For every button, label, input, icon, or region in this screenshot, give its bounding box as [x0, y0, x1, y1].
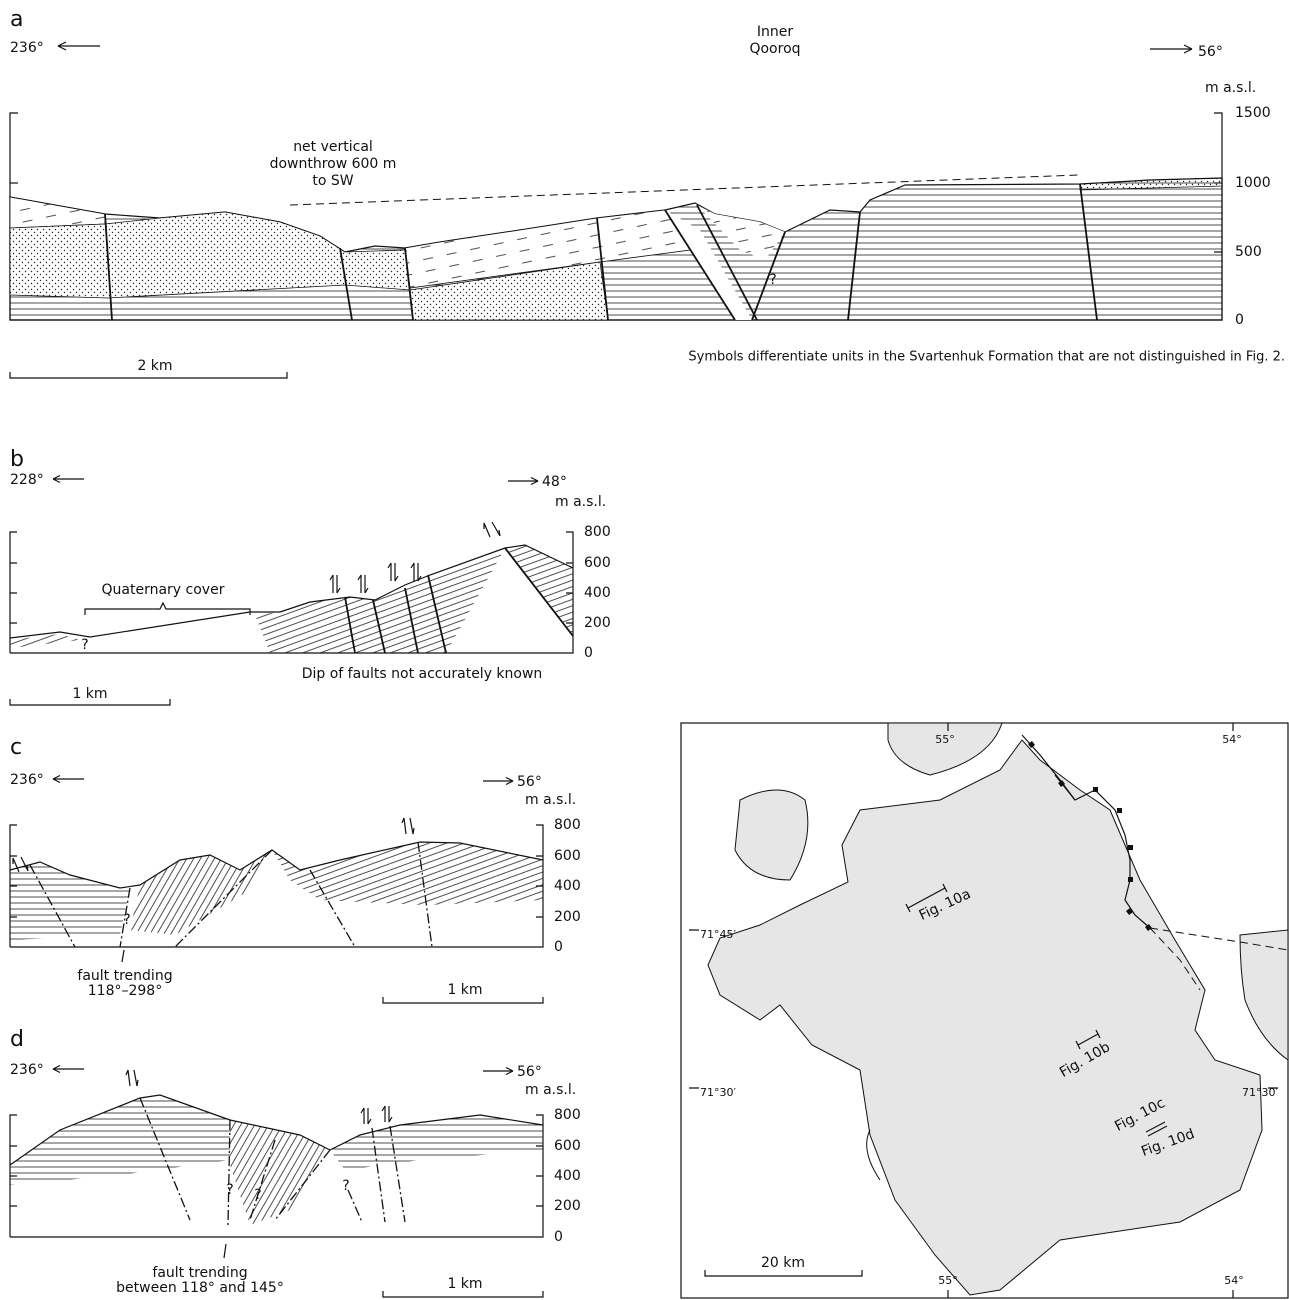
tick-label: 0: [554, 939, 563, 955]
azimuth: 236°: [10, 772, 44, 788]
tick-label: 200: [554, 909, 581, 925]
bedding: [10, 862, 130, 940]
tick-label: 500: [1235, 244, 1262, 260]
azimuth: 56°: [517, 774, 542, 790]
panel-b: b 228° 48° m a.s.l. 800 600 400 200 0 Qu…: [10, 447, 611, 705]
longitude-label: 55°: [938, 1274, 958, 1287]
note: Symbols differentiate units in the Svart…: [688, 350, 1285, 365]
latitude-label: 71°30′: [1242, 1086, 1278, 1099]
query: ?: [769, 272, 776, 288]
axis-title: m a.s.l.: [1205, 80, 1256, 96]
note: Dip of faults not accurately known: [302, 666, 543, 682]
tick-label: 200: [554, 1198, 581, 1214]
longitude-label: 54°: [1222, 733, 1242, 746]
scale-label: 2 km: [137, 358, 172, 374]
annotation: fault trending: [77, 968, 172, 984]
tick-label: 1500: [1235, 105, 1271, 121]
tick-label: 600: [584, 555, 611, 571]
azimuth: 48°: [542, 474, 567, 490]
tick-label: 800: [554, 817, 581, 833]
map: 55° 54° 55° 54° 71°45′ 71°30′ 71°30′ Fig…: [681, 723, 1288, 1298]
axis-title: m a.s.l.: [555, 494, 606, 510]
place-label: Inner: [757, 24, 793, 40]
panel-label: b: [10, 447, 24, 472]
azimuth: 56°: [1198, 44, 1223, 60]
leader: [122, 950, 124, 962]
longitude-label: 54°: [1224, 1274, 1244, 1287]
brace: [85, 603, 250, 615]
tick-label: 400: [554, 878, 581, 894]
query: ?: [254, 1187, 261, 1203]
annotation: Quaternary cover: [102, 582, 225, 598]
leader: [224, 1244, 226, 1258]
scale-label: 1 km: [72, 686, 107, 702]
tick-label: 800: [584, 524, 611, 540]
scale-label: 20 km: [761, 1255, 805, 1271]
tick-label: 600: [554, 1138, 581, 1154]
figure: a 236° Inner Qooroq 56° m a.s.l. 1500 10…: [0, 0, 1289, 1300]
axis-title: m a.s.l.: [525, 1082, 576, 1098]
azimuth: 56°: [517, 1064, 542, 1080]
axis-title: m a.s.l.: [525, 792, 576, 808]
tick-label: 0: [1235, 312, 1244, 328]
tick-label: 200: [584, 615, 611, 631]
azimuth: 236°: [10, 1062, 44, 1078]
latitude-label: 71°30′: [700, 1086, 736, 1099]
tick-label: 400: [584, 585, 611, 601]
panel-c: c 236° 56° m a.s.l. 800 600 400 200 0 ? …: [10, 735, 581, 1003]
tick-label: 600: [554, 848, 581, 864]
azimuth: 236°: [10, 40, 44, 56]
annotation: downthrow 600 m: [270, 156, 397, 172]
unit: [10, 197, 105, 228]
query: ?: [81, 637, 88, 653]
query: ?: [226, 1182, 233, 1198]
fault: [348, 1190, 362, 1222]
scale-label: 1 km: [447, 1276, 482, 1292]
annotation: 118°–298°: [88, 983, 162, 999]
tick-label: 0: [584, 645, 593, 661]
tick-label: 0: [554, 1229, 563, 1245]
tick-label: 1000: [1235, 175, 1271, 191]
bedding: [330, 1115, 543, 1170]
azimuth: 228°: [10, 472, 44, 488]
bedding: [230, 1120, 330, 1225]
surface: [10, 612, 280, 638]
scale-label: 1 km: [447, 982, 482, 998]
tick-label: 400: [554, 1168, 581, 1184]
bedding: [10, 634, 80, 648]
longitude-label: 55°: [935, 733, 955, 746]
annotation: to SW: [312, 173, 353, 189]
panel-label: c: [10, 735, 22, 760]
panel-d: d 236° 56° m a.s.l. 800 600 400 200 0 ? …: [10, 1027, 581, 1297]
latitude-label: 71°45′: [700, 928, 736, 941]
query: ?: [342, 1178, 349, 1194]
annotation: net vertical: [293, 139, 373, 155]
query: ?: [123, 912, 130, 928]
tick-label: 800: [554, 1107, 581, 1123]
annotation: between 118° and 145°: [116, 1280, 284, 1296]
panel-label: a: [10, 7, 23, 32]
place-label: Qooroq: [749, 41, 800, 57]
panel-label: d: [10, 1027, 24, 1052]
annotation: fault trending: [152, 1265, 247, 1281]
panel-a: a 236° Inner Qooroq 56° m a.s.l. 1500 10…: [10, 7, 1285, 378]
